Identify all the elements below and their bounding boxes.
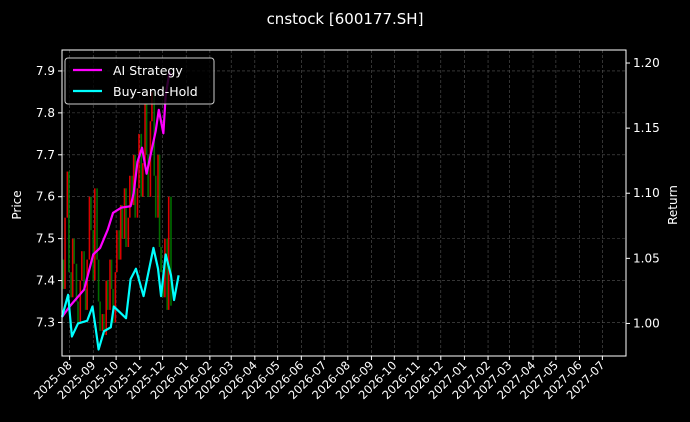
- price-bars: [62, 91, 172, 336]
- y-axis-right-label: Return: [666, 185, 680, 225]
- legend-label-buy-and-hold: Buy-and-Hold: [113, 84, 198, 99]
- y-left-tick-label: 7.9: [36, 64, 55, 78]
- series-line-ai-strategy: [61, 71, 173, 318]
- y-left-tick-label: 7.7: [36, 148, 55, 162]
- y-left-tick-label: 7.6: [36, 190, 55, 204]
- series-line-buy-and-hold: [60, 246, 180, 351]
- y-axis-left-label: Price: [10, 190, 24, 219]
- chart-title: cnstock [600177.SH]: [267, 10, 424, 28]
- y-left-tick-label: 7.4: [36, 274, 55, 288]
- y-right-tick-label: 1.00: [633, 316, 660, 330]
- y-left-tick-label: 7.8: [36, 106, 55, 120]
- y-right-tick-label: 1.20: [633, 56, 660, 70]
- legend: AI Strategy Buy-and-Hold: [64, 57, 215, 105]
- y-right-tick-label: 1.05: [633, 251, 660, 265]
- y-right-tick-label: 1.15: [633, 121, 660, 135]
- plot-frame: [61, 49, 627, 357]
- legend-label-ai-strategy: AI Strategy: [113, 63, 183, 78]
- y-left-tick-label: 7.3: [36, 315, 55, 329]
- series-lines: [60, 71, 180, 351]
- y-left-tick-label: 7.5: [36, 232, 55, 246]
- y-right-tick-label: 1.10: [633, 186, 660, 200]
